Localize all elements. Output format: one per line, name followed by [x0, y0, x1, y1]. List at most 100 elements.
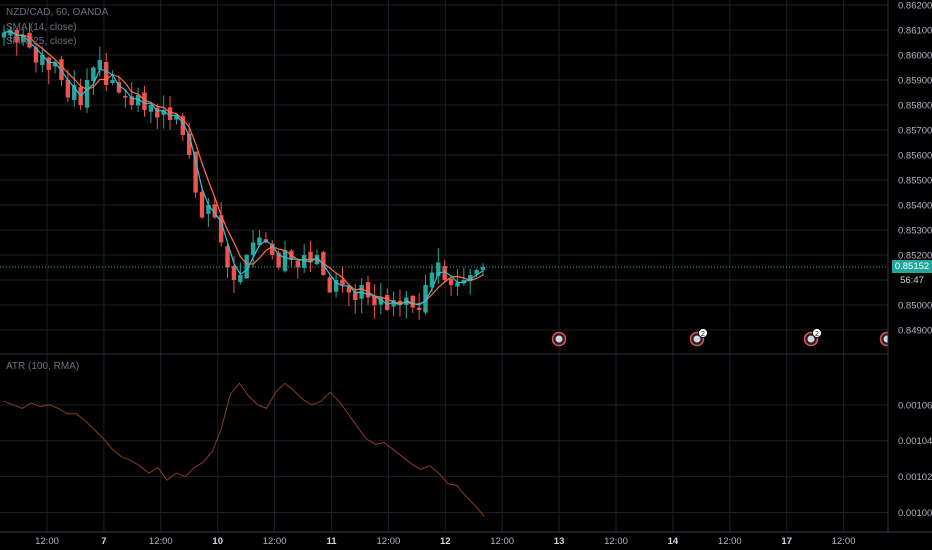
- time-tick-label: 12:00: [718, 536, 742, 547]
- atr-tick-label: 0.00102: [898, 472, 932, 483]
- candle: [206, 198, 211, 227]
- price-tick-label: 0.85500: [898, 176, 932, 187]
- time-tick-label: 12:00: [35, 536, 59, 547]
- candle: [404, 290, 409, 319]
- candle: [46, 56, 51, 85]
- candle: [225, 243, 230, 279]
- event-flag-icon[interactable]: 2: [689, 328, 708, 347]
- candle: [250, 230, 256, 268]
- price-tick-label: 0.85900: [898, 76, 932, 87]
- candle: [174, 114, 179, 125]
- candle: [429, 264, 435, 292]
- event-badge-count: 2: [701, 331, 705, 338]
- candle: [333, 273, 339, 298]
- sma-25-legend[interactable]: SMA (25, close): [6, 36, 77, 47]
- candle: [27, 23, 32, 49]
- candle: [270, 240, 275, 260]
- candle: [416, 292, 422, 320]
- candle: [91, 66, 96, 96]
- time-tick-label: 14: [668, 536, 679, 547]
- atr-axis[interactable]: 0.00106 0.00104 0.00102 0.00100: [898, 400, 932, 519]
- candle: [14, 28, 19, 56]
- symbol-legend[interactable]: NZD/CAD, 60, OANDA: [6, 7, 109, 18]
- grid-lines: [0, 0, 888, 532]
- candle: [327, 272, 332, 293]
- candle: [308, 241, 313, 273]
- candle: [346, 283, 352, 306]
- price-tick-label: 0.85600: [898, 151, 932, 162]
- time-tick-label: 7: [101, 536, 106, 547]
- time-tick-label: 10: [212, 536, 223, 547]
- candle: [40, 46, 45, 73]
- last-price-label: 0.85152: [892, 260, 932, 273]
- event-markers[interactable]: 222: [551, 328, 898, 347]
- candle: [8, 26, 13, 43]
- price-pane[interactable]: [0, 23, 888, 320]
- candle: [110, 70, 115, 86]
- price-tick-label: 0.85300: [898, 226, 932, 237]
- candle: [301, 243, 307, 273]
- atr-pane[interactable]: [3, 382, 485, 517]
- candle: [148, 101, 154, 123]
- candle: [391, 291, 396, 317]
- time-tick-label: 11: [326, 536, 337, 547]
- candle: [289, 249, 294, 268]
- price-tick-label: 0.86000: [898, 51, 932, 62]
- candle: [480, 263, 486, 277]
- candle: [1, 25, 7, 46]
- candle: [218, 201, 224, 247]
- candle: [155, 103, 160, 129]
- time-tick-label: 12:00: [604, 536, 628, 547]
- event-flag-icon[interactable]: 2: [803, 328, 822, 347]
- sma-14-line: [3, 30, 484, 306]
- atr-tick-label: 0.00104: [898, 436, 932, 447]
- sma-25-line: [3, 30, 484, 305]
- price-tick-label: 0.85200: [898, 251, 932, 262]
- candle: [436, 248, 441, 284]
- candle: [72, 70, 77, 107]
- candle: [20, 28, 26, 47]
- candle: [365, 275, 371, 305]
- candle: [385, 288, 390, 312]
- time-tick-label: 12:00: [377, 536, 401, 547]
- time-axis[interactable]: 12:00 7 12:00 10 12:00 11 12:00 12 12:00 13 12:00 1…: [0, 531, 932, 547]
- candle: [448, 275, 454, 297]
- atr-line: [3, 382, 485, 517]
- bar-countdown-label: 56:47: [892, 274, 932, 287]
- atr-tick-label: 0.00100: [898, 508, 932, 519]
- candle: [212, 197, 217, 220]
- candle: [359, 278, 364, 314]
- time-tick-label: 17: [781, 536, 792, 547]
- candle: [65, 69, 71, 102]
- candle: [423, 274, 428, 316]
- candle: [372, 284, 377, 319]
- price-tick-label: 0.85000: [898, 301, 932, 312]
- candle: [97, 46, 102, 77]
- candle: [461, 267, 467, 286]
- candle: [161, 95, 166, 129]
- price-tick-label: 0.86100: [898, 26, 932, 37]
- candle: [340, 266, 345, 293]
- candles: [0, 23, 888, 320]
- candle: [378, 282, 384, 315]
- candle: [199, 185, 205, 219]
- flag-ca-icon[interactable]: [551, 331, 567, 347]
- candle: [180, 112, 186, 141]
- price-tick-label: 0.85800: [898, 101, 932, 112]
- price-tick-label: 0.84900: [898, 326, 932, 337]
- event-badge-count: 2: [815, 331, 819, 338]
- price-tick-label: 0.85400: [898, 201, 932, 212]
- sma-14-legend[interactable]: SMA (14, close): [6, 22, 77, 33]
- time-tick-label: 12:00: [149, 536, 173, 547]
- atr-tick-label: 0.00106: [898, 400, 932, 411]
- atr-legend[interactable]: ATR (100, RMA): [6, 361, 80, 372]
- candle: [353, 283, 358, 314]
- time-tick-label: 12: [440, 536, 451, 547]
- candle: [103, 52, 109, 92]
- candle: [295, 260, 300, 279]
- candle: [257, 230, 262, 246]
- time-tick-label: 12:00: [832, 536, 856, 547]
- time-tick-label: 13: [554, 536, 565, 547]
- time-tick-label: 12:00: [490, 536, 514, 547]
